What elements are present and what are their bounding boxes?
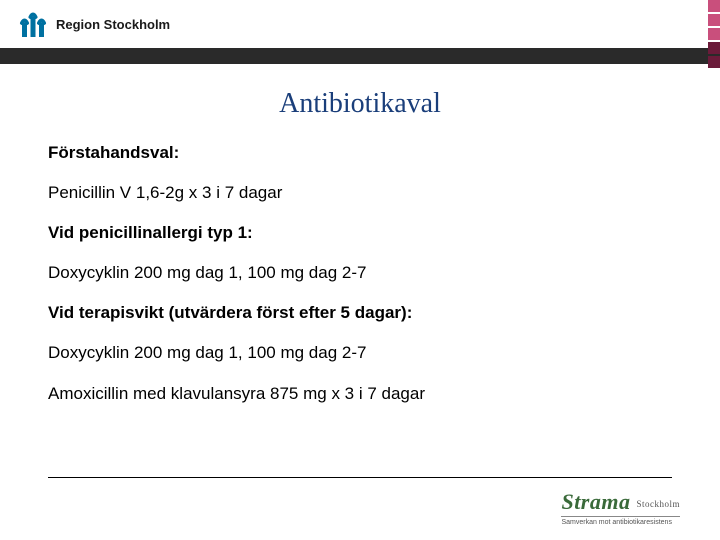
decor-square xyxy=(708,28,720,40)
footer-rule xyxy=(48,477,672,478)
footer-brand-name: Strama xyxy=(561,489,630,514)
header-org-name: Region Stockholm xyxy=(56,17,170,32)
slide-title: Antibiotikaval xyxy=(48,88,672,120)
body-lines: Förstahandsval: Penicillin V 1,6-2g x 3 i… xyxy=(48,142,672,405)
body-heading: Vid penicillinallergi typ 1: xyxy=(48,222,672,244)
body-text: Amoxicillin med klavulansyra 875 mg x 3 … xyxy=(48,383,672,405)
decor-square xyxy=(708,14,720,26)
side-decor-squares xyxy=(708,0,720,70)
body-text: Doxycyklin 200 mg dag 1, 100 mg dag 2-7 xyxy=(48,342,672,364)
header-logo: Region Stockholm xyxy=(18,9,170,39)
body-heading: Förstahandsval: xyxy=(48,142,672,164)
region-logo-icon xyxy=(18,9,48,39)
decor-square xyxy=(708,42,720,54)
decor-square xyxy=(708,0,720,12)
body-text: Doxycyklin 200 mg dag 1, 100 mg dag 2-7 xyxy=(48,262,672,284)
body-text: Penicillin V 1,6-2g x 3 i 7 dagar xyxy=(48,182,672,204)
footer-brand-sub: Stockholm xyxy=(636,499,680,509)
body-heading: Vid terapisvikt (utvärdera först efter 5… xyxy=(48,302,672,324)
footer-tagline: Samverkan mot antibiotikaresistens xyxy=(561,516,680,526)
header-bar: Region Stockholm xyxy=(0,0,720,64)
slide-content: Antibiotikaval Förstahandsval: Penicillin… xyxy=(0,64,720,405)
footer-brand: Strama Stockholm Samverkan mot antibioti… xyxy=(561,489,680,526)
decor-square xyxy=(708,56,720,68)
